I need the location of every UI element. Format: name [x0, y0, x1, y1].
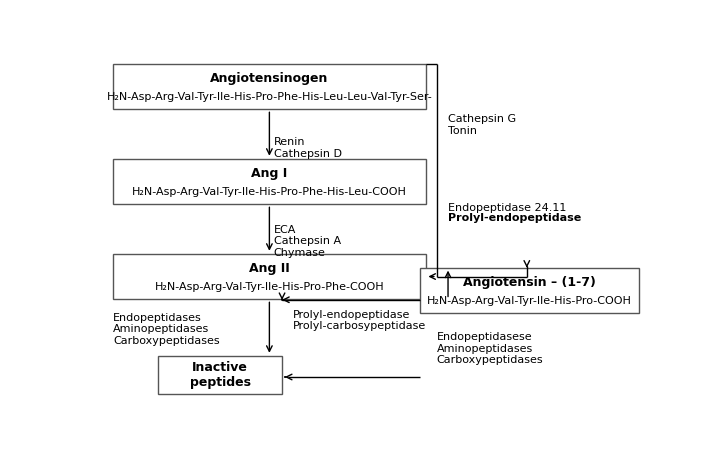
Text: H₂N-Asp-Arg-Val-Tyr-Ile-His-Pro-Phe-His-Leu-Leu-Val-Tyr-Ser-: H₂N-Asp-Arg-Val-Tyr-Ile-His-Pro-Phe-His-…: [107, 91, 432, 101]
FancyBboxPatch shape: [158, 356, 282, 394]
FancyBboxPatch shape: [113, 254, 425, 299]
Text: ECA
Cathepsin A
Chymase: ECA Cathepsin A Chymase: [274, 225, 340, 258]
Text: H₂N-Asp-Arg-Val-Tyr-Ile-His-Pro-Phe-COOH: H₂N-Asp-Arg-Val-Tyr-Ile-His-Pro-Phe-COOH: [155, 282, 384, 292]
Text: H₂N-Asp-Arg-Val-Tyr-Ile-His-Pro-COOH: H₂N-Asp-Arg-Val-Tyr-Ile-His-Pro-COOH: [427, 296, 632, 306]
FancyBboxPatch shape: [113, 159, 425, 204]
Text: Endopeptidase 24.11: Endopeptidase 24.11: [448, 203, 566, 213]
Text: H₂N-Asp-Arg-Val-Tyr-Ile-His-Pro-Phe-His-Leu-COOH: H₂N-Asp-Arg-Val-Tyr-Ile-His-Pro-Phe-His-…: [132, 186, 407, 197]
Text: Endopeptidasese
Aminopeptidases
Carboxypeptidases: Endopeptidasese Aminopeptidases Carboxyp…: [437, 332, 543, 365]
Text: Prolyl-endopeptidase
Prolyl-carbosypeptidase: Prolyl-endopeptidase Prolyl-carbosypepti…: [293, 310, 427, 331]
Text: Prolyl-endopeptidase: Prolyl-endopeptidase: [448, 213, 582, 223]
Text: Endopeptidases
Aminopeptidases
Carboxypeptidases: Endopeptidases Aminopeptidases Carboxype…: [113, 313, 220, 346]
FancyBboxPatch shape: [113, 64, 425, 109]
Text: Renin
Cathepsin D: Renin Cathepsin D: [274, 137, 342, 159]
Text: Angiotensinogen: Angiotensinogen: [211, 72, 329, 85]
Text: Cathepsin G
Tonin: Cathepsin G Tonin: [448, 114, 516, 136]
Text: Ang I: Ang I: [251, 167, 287, 180]
Text: Inactive
peptides: Inactive peptides: [189, 361, 250, 389]
Text: Angiotensin – (1-7): Angiotensin – (1-7): [463, 276, 596, 289]
Text: Ang II: Ang II: [249, 262, 290, 275]
FancyBboxPatch shape: [420, 268, 640, 314]
